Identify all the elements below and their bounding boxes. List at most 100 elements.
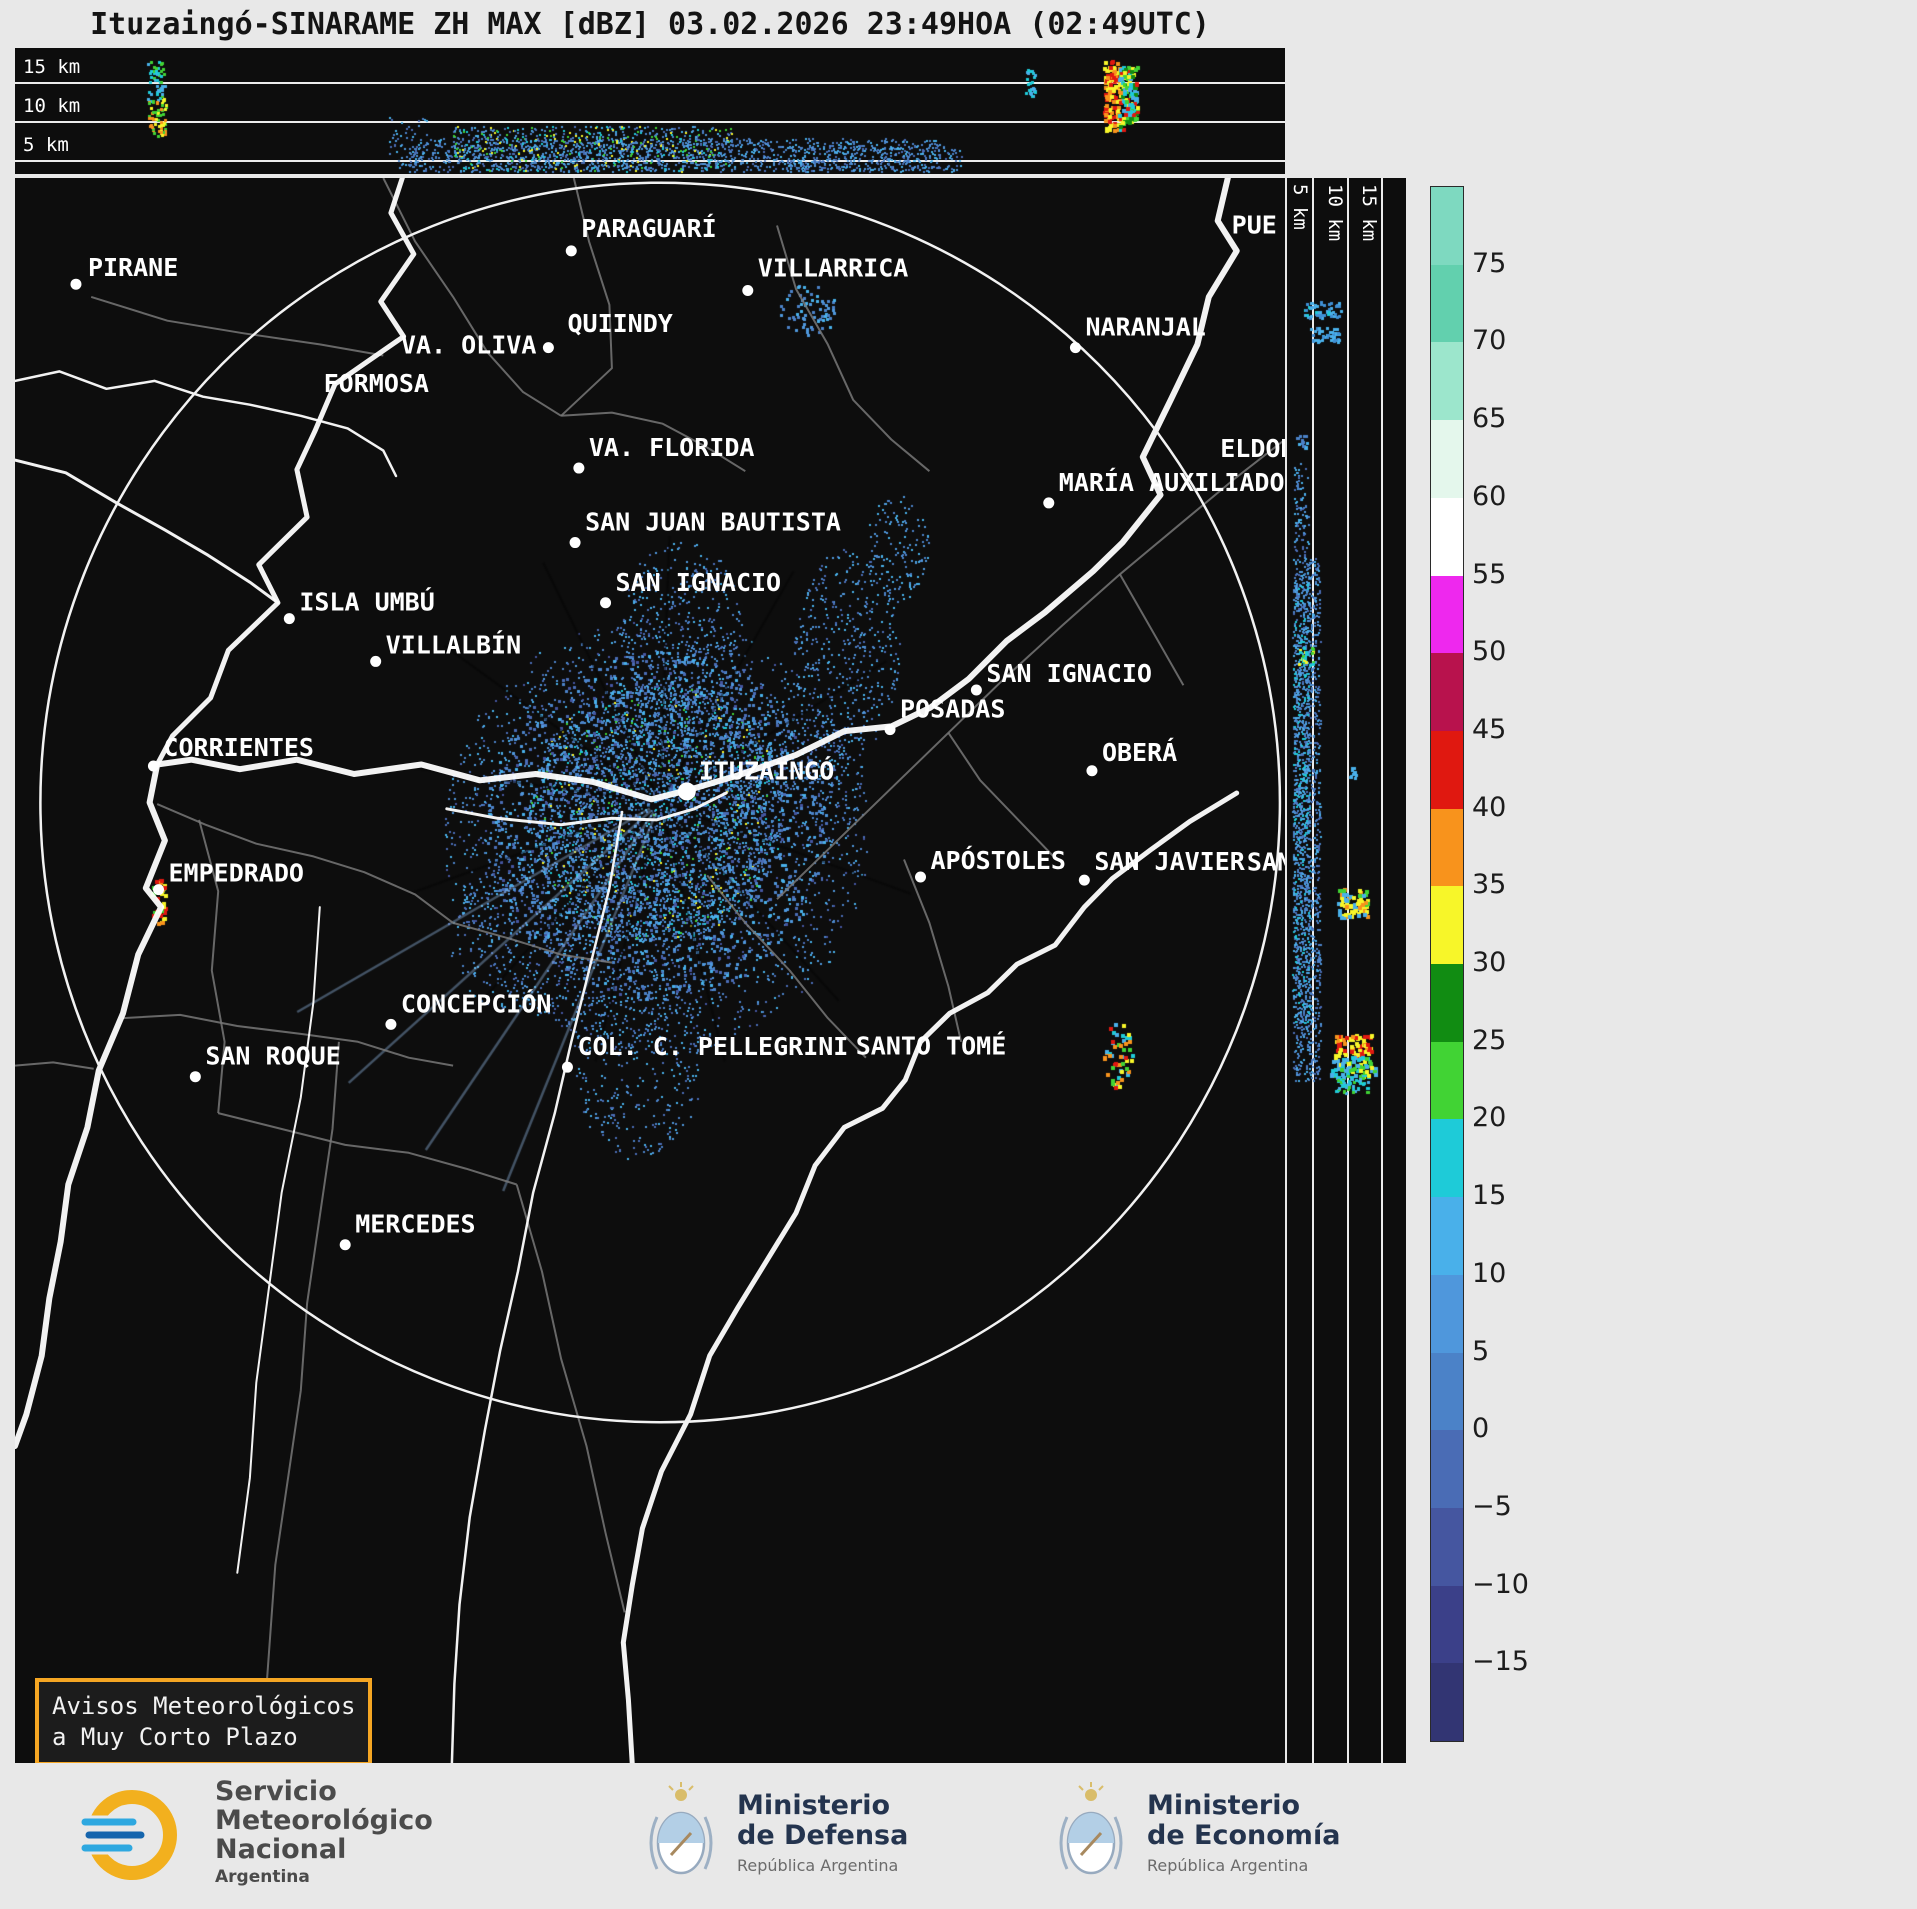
colorbar-segment bbox=[1431, 1352, 1463, 1431]
smn-wordmark: Servicio Meteorológico Nacional Argentin… bbox=[215, 1777, 433, 1887]
city-label: CONCEPCIÓN bbox=[401, 988, 552, 1018]
map-overlay: PIRANE PARAGUARÍ VILLARRICA QUIINDY VA. OLIV… bbox=[15, 178, 1285, 1763]
colorbar-segment bbox=[1431, 1119, 1463, 1198]
colorbar-segment bbox=[1431, 964, 1463, 1042]
admin-border-line bbox=[515, 1184, 626, 1613]
ew-cross-section-echoes bbox=[15, 48, 1285, 174]
river-line bbox=[154, 178, 417, 767]
admin-border-line bbox=[561, 411, 746, 473]
advisory-line: Avisos Meteorológicos bbox=[52, 1692, 356, 1720]
river-line bbox=[445, 791, 728, 827]
altitude-label: 10 km bbox=[23, 95, 81, 117]
colorbar-tick: −10 bbox=[1472, 1568, 1529, 1600]
colorbar-segment bbox=[1431, 1663, 1463, 1742]
colorbar-segment bbox=[1431, 1197, 1463, 1275]
city-label: VA. OLIVA bbox=[401, 331, 536, 360]
city-label: FORMOSA bbox=[324, 369, 429, 398]
colorbar-tick: 70 bbox=[1472, 325, 1507, 357]
city-dot bbox=[385, 1018, 397, 1030]
city-label: SAN ROQUE bbox=[205, 1042, 340, 1071]
city-label: SAN bbox=[1247, 848, 1285, 877]
admin-border-line bbox=[452, 921, 613, 964]
defensa-wordmark: Ministerio de Defensa República Argentin… bbox=[737, 1790, 909, 1876]
admin-border-line bbox=[198, 819, 226, 1114]
colorbar-segment bbox=[1431, 1430, 1463, 1508]
river-line bbox=[620, 790, 1240, 1763]
city-label: OBERÁ bbox=[1102, 738, 1177, 767]
colorbar-tick: −5 bbox=[1472, 1490, 1512, 1522]
city-label: MERCEDES bbox=[355, 1210, 475, 1239]
colorbar-segment bbox=[1431, 342, 1463, 421]
ministry-title-line: Ministerio bbox=[737, 1790, 891, 1821]
city-dot bbox=[370, 655, 382, 667]
ns-cross-section-echoes bbox=[1287, 178, 1406, 1763]
city-label: ELDOR bbox=[1220, 434, 1285, 463]
admin-border-line bbox=[156, 803, 454, 924]
city-dot bbox=[153, 884, 165, 896]
colorbar-segment bbox=[1431, 1274, 1463, 1353]
smn-logo-icon bbox=[80, 1790, 177, 1880]
city-label: QUIINDY bbox=[567, 309, 672, 338]
economia-coat-of-arms-icon bbox=[1059, 1782, 1123, 1875]
colorbar-tick: 5 bbox=[1472, 1335, 1490, 1367]
city-label: COL. C. PELLEGRINI bbox=[577, 1032, 848, 1061]
admin-border-line bbox=[382, 178, 562, 417]
city-label: PARAGUARÍ bbox=[581, 214, 716, 243]
altitude-label: 15 km bbox=[1358, 184, 1380, 242]
ns-cross-section-panel: 5 km 10 km 15 km bbox=[1287, 178, 1406, 1763]
colorbar-tick: −15 bbox=[1472, 1646, 1529, 1678]
colorbar-segment bbox=[1431, 886, 1463, 965]
city-dot bbox=[283, 613, 295, 625]
colorbar-tick: 75 bbox=[1472, 247, 1507, 279]
advisory-line: a Muy Corto Plazo bbox=[52, 1723, 298, 1752]
colorbar-segment bbox=[1431, 653, 1463, 731]
ministry-title-line: de Defensa bbox=[737, 1820, 909, 1851]
colorbar-segment bbox=[1431, 730, 1463, 809]
colorbar-segment bbox=[1431, 497, 1463, 576]
city-label: SAN IGNACIO bbox=[616, 568, 782, 597]
colorbar-tick: 15 bbox=[1472, 1180, 1507, 1212]
river-line bbox=[15, 178, 1240, 1449]
colorbar-tick: 65 bbox=[1472, 403, 1507, 435]
colorbar-segment bbox=[1431, 264, 1463, 343]
city-dot bbox=[542, 342, 554, 354]
colorbar-tick: 20 bbox=[1472, 1102, 1507, 1134]
city-label: VILLARRICA bbox=[758, 254, 909, 283]
colorbar-tick: 60 bbox=[1472, 480, 1507, 512]
admin-border-line bbox=[560, 178, 613, 417]
colorbar-tick: 35 bbox=[1472, 869, 1507, 901]
admin-border-line bbox=[903, 859, 963, 1043]
ministry-title-line: Ministerio bbox=[1147, 1790, 1301, 1821]
admin-border-line bbox=[1119, 573, 1185, 686]
colorbar-segment bbox=[1431, 1507, 1463, 1586]
city-dot bbox=[1043, 497, 1055, 509]
city-label: NARANJAL bbox=[1085, 313, 1205, 342]
city-dot bbox=[677, 782, 696, 801]
river-line bbox=[236, 906, 321, 1574]
city-dot bbox=[884, 724, 896, 736]
range-ring bbox=[39, 181, 1282, 1424]
colorbar-tick: 30 bbox=[1472, 947, 1507, 978]
admin-border-line bbox=[776, 438, 1285, 900]
admin-border-line bbox=[261, 1041, 340, 1740]
smn-name-line: Nacional bbox=[215, 1834, 347, 1865]
city-dot bbox=[70, 278, 82, 290]
map-panel: PIRANE PARAGUARÍ VILLARRICA QUIINDY VA. OLIV… bbox=[15, 178, 1285, 1763]
city-label: SAN JAVIER bbox=[1094, 847, 1245, 876]
city-dot bbox=[742, 285, 754, 297]
city-dot bbox=[1069, 342, 1081, 354]
city-label: VA. FLORIDA bbox=[589, 433, 755, 462]
river-line bbox=[15, 370, 398, 478]
city-dot bbox=[561, 1061, 573, 1073]
admin-border-line bbox=[122, 1013, 454, 1067]
city-dot bbox=[915, 871, 927, 883]
city-dot bbox=[600, 597, 612, 609]
city-label: EMPEDRADO bbox=[169, 859, 304, 888]
city-label: POSADAS bbox=[900, 695, 1005, 724]
colorbar-segment bbox=[1431, 575, 1463, 654]
city-dot bbox=[1086, 765, 1098, 777]
admin-border-line bbox=[90, 295, 384, 357]
city-dot bbox=[970, 684, 982, 696]
colorbar-tick: 25 bbox=[1472, 1024, 1507, 1056]
